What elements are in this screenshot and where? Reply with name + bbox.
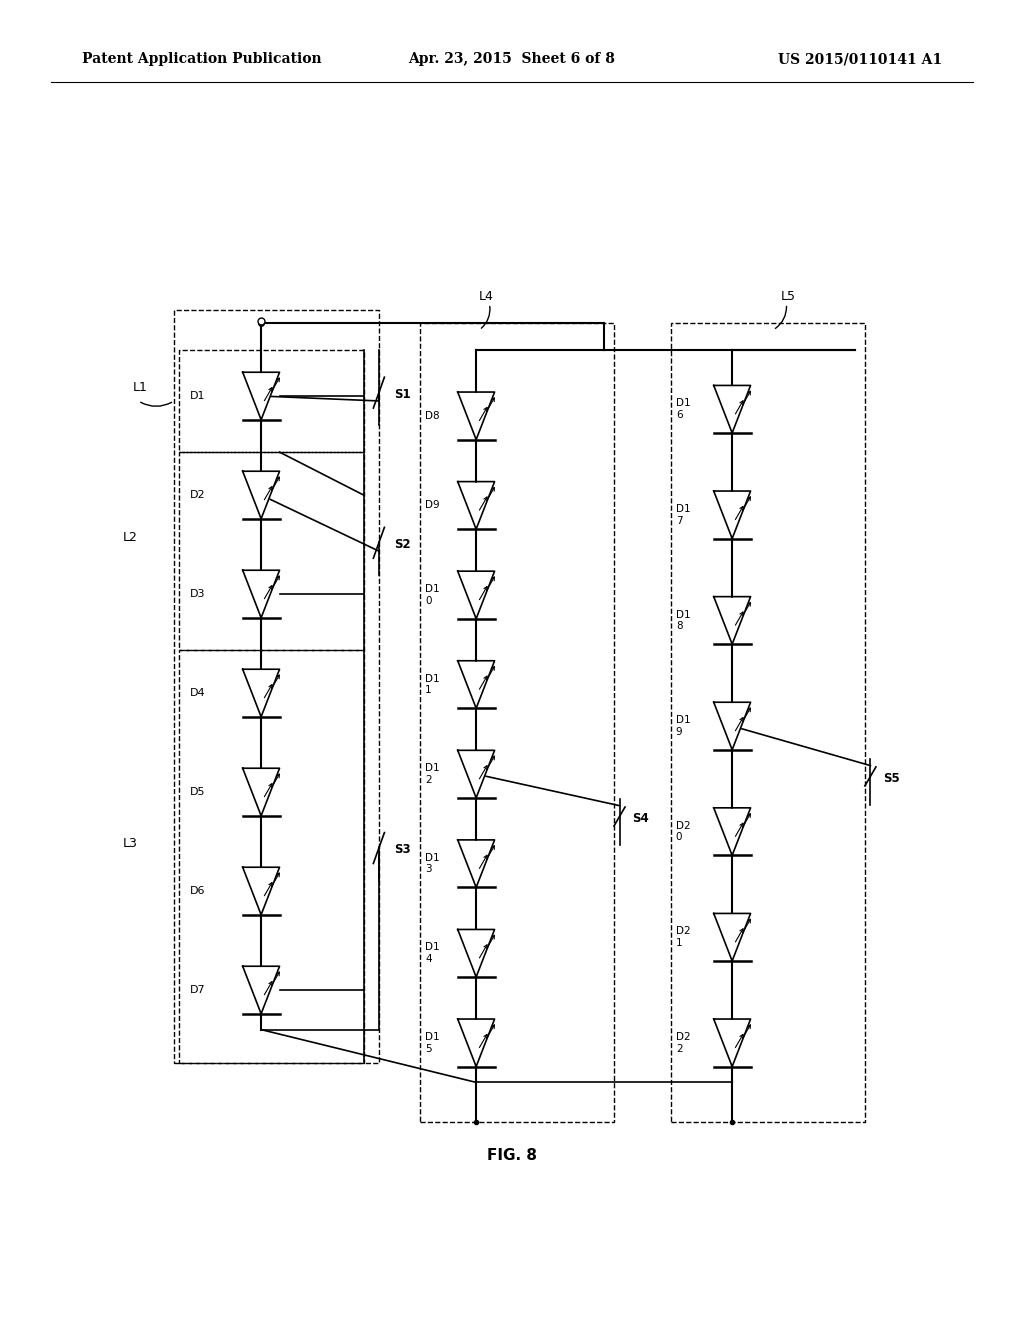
Polygon shape <box>714 491 751 539</box>
Polygon shape <box>458 661 495 709</box>
Polygon shape <box>714 808 751 855</box>
Polygon shape <box>714 597 751 644</box>
Polygon shape <box>243 669 280 717</box>
Polygon shape <box>243 471 280 519</box>
Text: D1
8: D1 8 <box>676 610 690 631</box>
Text: D2: D2 <box>189 490 205 500</box>
Text: D9: D9 <box>425 500 439 511</box>
Bar <box>179 651 364 1063</box>
Polygon shape <box>458 840 495 887</box>
Text: D4: D4 <box>189 688 205 698</box>
Text: D1: D1 <box>189 391 205 401</box>
Text: S2: S2 <box>394 539 411 550</box>
Text: D1
1: D1 1 <box>425 673 439 696</box>
Text: D6: D6 <box>189 886 205 896</box>
Text: D1
4: D1 4 <box>425 942 439 964</box>
Polygon shape <box>714 1019 751 1067</box>
Text: D2
0: D2 0 <box>676 821 690 842</box>
Polygon shape <box>714 702 751 750</box>
Text: FIG. 8: FIG. 8 <box>487 1147 537 1163</box>
Text: S1: S1 <box>394 388 411 401</box>
Text: D1
6: D1 6 <box>676 399 690 420</box>
Text: L5: L5 <box>781 290 796 304</box>
Polygon shape <box>458 1019 495 1067</box>
Polygon shape <box>458 929 495 977</box>
Polygon shape <box>458 392 495 440</box>
Polygon shape <box>243 768 280 816</box>
Polygon shape <box>714 385 751 433</box>
Polygon shape <box>458 750 495 797</box>
Text: D1
2: D1 2 <box>425 763 439 785</box>
Text: D1
0: D1 0 <box>425 585 439 606</box>
Text: D2
1: D2 1 <box>676 927 690 948</box>
Text: D8: D8 <box>425 411 439 421</box>
Text: S3: S3 <box>394 843 411 857</box>
Polygon shape <box>458 572 495 619</box>
Text: L4: L4 <box>479 290 494 304</box>
Text: D2
2: D2 2 <box>676 1032 690 1053</box>
Polygon shape <box>458 482 495 529</box>
Bar <box>179 451 364 651</box>
Text: D1
5: D1 5 <box>425 1032 439 1053</box>
Text: Apr. 23, 2015  Sheet 6 of 8: Apr. 23, 2015 Sheet 6 of 8 <box>409 53 615 66</box>
Bar <box>671 323 865 1122</box>
Text: Patent Application Publication: Patent Application Publication <box>82 53 322 66</box>
Text: D7: D7 <box>189 985 205 995</box>
Bar <box>420 323 614 1122</box>
Polygon shape <box>714 913 751 961</box>
Text: D1
3: D1 3 <box>425 853 439 874</box>
Text: L1: L1 <box>133 381 148 395</box>
Text: L2: L2 <box>123 532 138 544</box>
Text: US 2015/0110141 A1: US 2015/0110141 A1 <box>778 53 942 66</box>
Polygon shape <box>243 570 280 618</box>
Bar <box>174 310 379 1063</box>
Text: D1
7: D1 7 <box>676 504 690 525</box>
Text: S4: S4 <box>632 812 648 825</box>
Polygon shape <box>243 867 280 915</box>
Text: D1
9: D1 9 <box>676 715 690 737</box>
Polygon shape <box>243 966 280 1014</box>
Text: S5: S5 <box>883 772 899 785</box>
Text: L3: L3 <box>123 837 138 850</box>
Polygon shape <box>243 372 280 420</box>
Text: D5: D5 <box>189 787 205 797</box>
Text: D3: D3 <box>189 589 205 599</box>
Bar <box>179 350 364 451</box>
